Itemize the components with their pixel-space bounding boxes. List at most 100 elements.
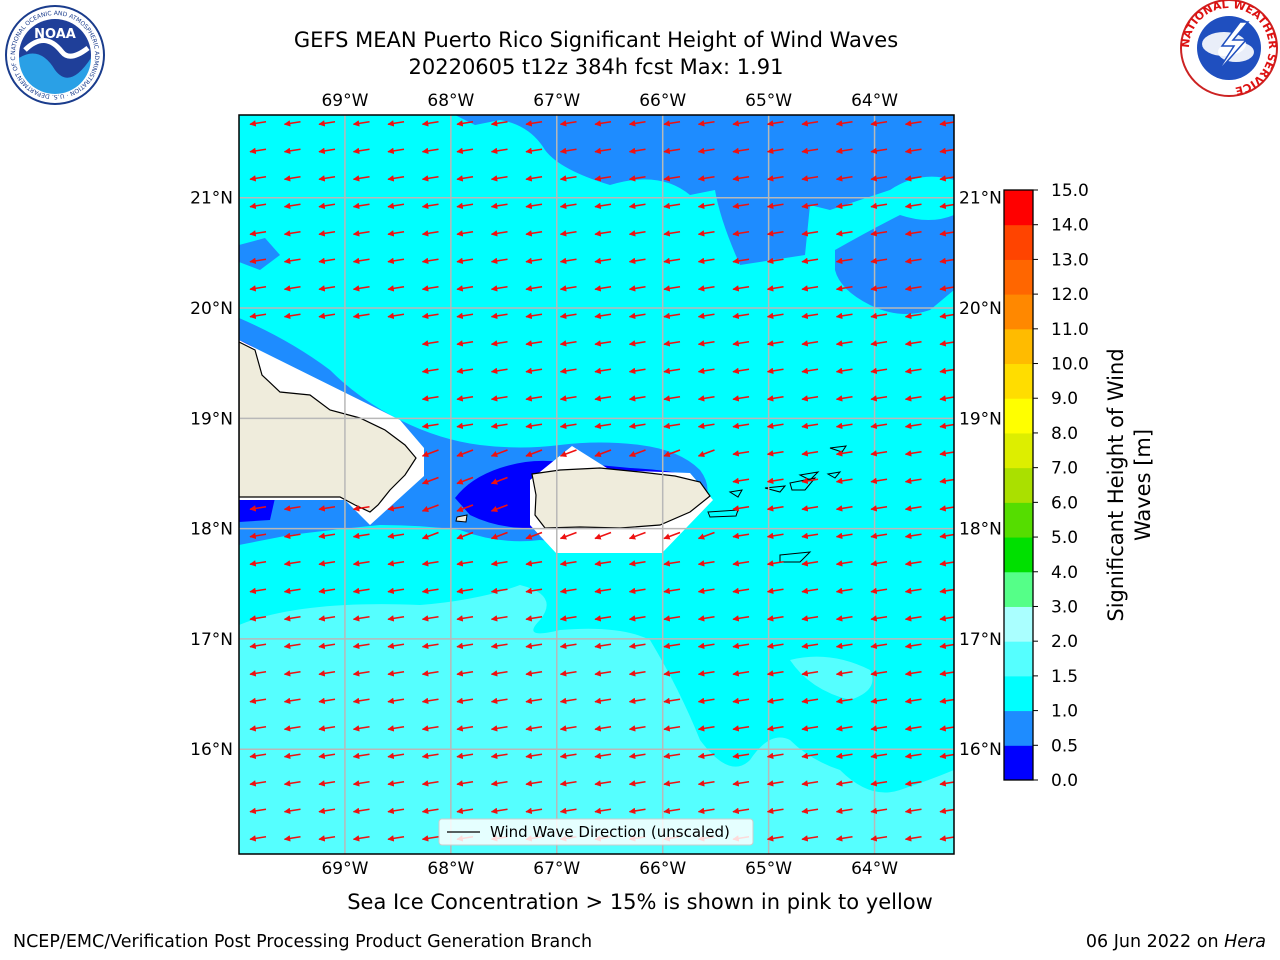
wave-direction-arrow [525,780,543,787]
wave-direction-arrow [835,450,853,457]
wave-direction-arrow [525,807,543,815]
wave-direction-arrow [904,752,922,760]
wave-direction-arrow [697,780,715,787]
wave-direction-arrow [456,120,474,127]
wave-direction-arrow [387,725,405,732]
colorbar-swatch [1004,641,1033,677]
wave-direction-arrow [421,560,439,567]
wave-direction-arrow [663,531,681,540]
wave-direction-arrow [732,615,750,622]
wave-direction-arrow [249,560,267,567]
wave-direction-arrow [387,670,405,677]
wave-direction-arrow [594,615,612,622]
wave-direction-arrow [490,449,508,457]
wave-direction-arrow [318,257,336,265]
wave-direction-arrow [387,807,405,815]
wave-direction-arrow [249,835,267,842]
wave-direction-arrow [801,560,819,567]
wave-direction-arrow [801,477,819,485]
wave-direction-arrow [490,504,508,512]
wave-direction-arrow [352,752,370,760]
wave-direction-arrow [766,532,784,540]
wave-direction-arrow [387,120,405,127]
wave-direction-arrow [904,175,922,182]
wave-direction-arrow [525,340,543,347]
wave-direction-arrow [387,835,405,842]
lon-label-top: 65°W [745,91,792,111]
wave-direction-arrow [490,642,508,650]
wave-direction-arrow [490,752,508,760]
wave-direction-arrow [697,120,715,127]
wave-direction-arrow [663,395,681,402]
wave-direction-arrow [318,835,336,842]
wave-direction-arrow [594,780,612,787]
lon-label-top: 67°W [533,91,580,111]
wave-direction-arrow [628,230,646,237]
wave-direction-arrow [766,642,784,650]
wave-direction-arrow [766,697,784,705]
wave-direction-arrow [801,587,819,595]
wave-direction-arrow [628,780,646,787]
wave-direction-arrow [525,697,543,705]
wave-direction-arrow [318,312,336,320]
wave-direction-arrow [283,752,301,760]
wave-direction-arrow [766,505,784,512]
wave-direction-arrow [421,587,439,595]
land-st-croix [779,551,812,563]
wave-direction-arrow [835,780,853,787]
wave-direction-arrow [490,725,508,732]
wave-direction-arrow [456,147,474,155]
wave-direction-arrow [352,587,370,595]
lat-label-right: 20°N [959,299,1002,319]
wave-direction-arrow [697,257,715,265]
wave-direction-arrow [732,285,750,292]
wave-direction-arrow [766,340,784,347]
wave-direction-arrow [870,587,888,595]
wave-direction-arrow [283,202,301,210]
wave-direction-arrow [663,752,681,760]
wave-direction-arrow [870,752,888,760]
wave-direction-arrow [870,202,888,210]
lat-label-left: 21°N [190,189,233,209]
chart-subtitle-line: 20220605 t12z 384h fcst Max: 1.91 [408,55,784,79]
wave-direction-arrow [870,835,888,842]
wave-direction-arrow [352,312,370,320]
wave-direction-arrow [663,230,681,237]
wave-direction-arrow [594,587,612,595]
wave-direction-arrow [766,450,784,457]
wave-direction-arrow [663,422,681,430]
wave-direction-arrow [559,202,577,210]
wave-direction-arrow [870,670,888,677]
wave-direction-arrow [421,285,439,292]
wave-direction-arrow [387,257,405,265]
wave-direction-arrow [594,725,612,732]
wave-direction-arrow [732,560,750,567]
wave-direction-arrow [663,697,681,705]
wave-direction-arrow [456,422,474,430]
wave-direction-arrow [766,560,784,567]
wave-direction-arrow [697,725,715,732]
wave-direction-arrow [766,477,784,485]
sea-ice-note: Sea Ice Concentration > 15% is shown in … [347,890,933,914]
wave-direction-arrow [249,752,267,760]
wave-direction-arrow [628,725,646,732]
wave-direction-arrow [801,725,819,732]
wave-direction-arrow [663,780,681,787]
footer-date: 06 Jun 2022 on Hera [1086,932,1266,952]
wave-direction-arrow [766,807,784,815]
footer-host: Hera [1224,932,1266,952]
wave-direction-arrow [663,285,681,292]
wave-direction-arrow [283,505,301,512]
colorbar-tick-label: 13.0 [1051,250,1089,270]
wave-direction-arrow [456,476,474,485]
colorbar-tick-label: 5.0 [1051,528,1078,548]
wave-direction-arrow [387,780,405,787]
graticule [239,115,954,854]
wave-direction-arrow [352,120,370,127]
wave-direction-arrow [697,312,715,320]
colorbar-swatch [1004,328,1033,365]
wave-direction-arrow [801,642,819,650]
wave-direction-arrow [801,257,819,265]
wave-direction-arrow [456,780,474,787]
colorbar-tick-label: 0.0 [1051,771,1078,791]
